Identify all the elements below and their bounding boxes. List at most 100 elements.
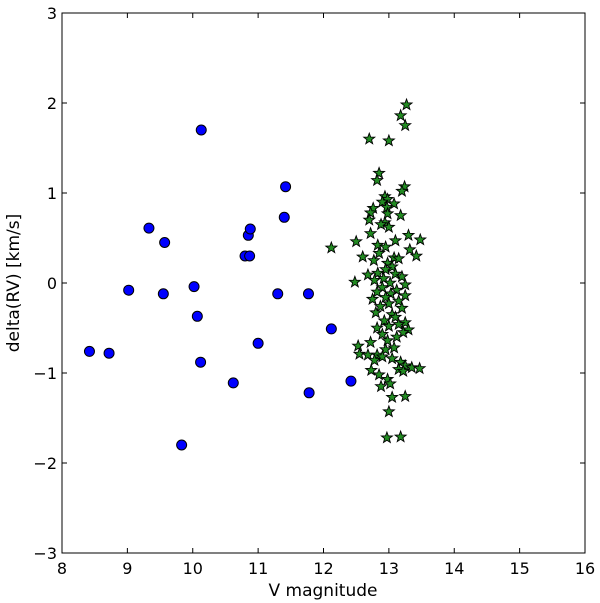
data-point-star: [372, 166, 386, 179]
data-point-star: [348, 274, 362, 288]
data-point-star: [401, 228, 416, 242]
data-point-star: [382, 319, 396, 332]
data-point-circle: [195, 356, 207, 368]
data-point-star: [362, 212, 377, 226]
data-point-star: [382, 133, 396, 147]
data-point-star: [378, 290, 393, 304]
data-point-star: [361, 267, 375, 281]
y-tick-label: 3: [47, 4, 57, 23]
y-tick-label: −3: [33, 544, 57, 563]
data-point-star: [351, 338, 365, 352]
data-point-circle: [302, 288, 314, 300]
data-point-star: [388, 233, 403, 247]
data-point-star: [391, 251, 406, 265]
data-point-star: [393, 108, 408, 122]
x-tick-label: 14: [444, 559, 464, 578]
y-tick-label: −2: [33, 454, 57, 473]
data-point-star: [401, 322, 416, 336]
data-point-star: [373, 299, 388, 313]
x-tick-label: 16: [575, 559, 595, 578]
data-point-circle: [191, 310, 203, 322]
data-point-star: [380, 430, 394, 444]
data-point-star: [375, 327, 390, 341]
data-point-star: [385, 351, 399, 365]
data-point-star: [393, 208, 408, 222]
x-tick-label: 8: [57, 559, 67, 578]
data-marks: [83, 97, 428, 451]
data-point-star: [382, 404, 396, 418]
plot-frame: [61, 12, 586, 554]
data-point-star: [409, 248, 424, 262]
data-point-star: [398, 277, 412, 291]
data-point-star: [367, 273, 382, 287]
data-point-circle: [244, 250, 256, 262]
data-point-star: [388, 310, 403, 323]
data-point-star: [370, 320, 384, 334]
data-point-star: [398, 358, 412, 372]
data-point-star: [369, 305, 383, 319]
data-point-star: [371, 265, 385, 279]
data-point-star: [382, 220, 396, 233]
data-point-circle: [280, 181, 292, 193]
data-point-star: [375, 194, 390, 208]
data-point-star: [382, 296, 396, 310]
data-point-star: [370, 173, 384, 187]
data-point-star: [389, 329, 404, 343]
data-point-star: [395, 184, 409, 197]
data-point-star: [371, 238, 385, 251]
data-point-star: [383, 275, 397, 289]
data-point-star: [362, 131, 377, 145]
data-point-star: [383, 376, 397, 390]
data-point-star: [395, 301, 409, 314]
data-point-star: [355, 249, 370, 263]
data-point-circle: [244, 223, 256, 235]
y-tick-label: 1: [47, 184, 57, 203]
data-point-star: [387, 340, 401, 354]
x-tick-label: 10: [183, 559, 203, 578]
data-point-circle: [176, 439, 188, 451]
data-point-star: [385, 259, 399, 273]
data-point-star: [396, 364, 411, 377]
data-point-star: [324, 240, 339, 254]
data-point-circle: [83, 345, 95, 357]
x-tick-label: 9: [122, 559, 132, 578]
y-tick-label: 0: [47, 274, 57, 293]
x-tick-label: 13: [379, 559, 399, 578]
x-tick-label: 11: [248, 559, 268, 578]
data-point-circle: [188, 281, 200, 293]
data-point-circle: [195, 124, 207, 136]
data-point-star: [363, 226, 378, 240]
data-point-star: [367, 353, 382, 367]
data-point-star: [393, 429, 408, 443]
data-point-circle: [325, 323, 337, 335]
data-point-star: [395, 269, 409, 283]
data-point-star: [365, 292, 380, 305]
y-tick-label: −1: [33, 364, 57, 383]
data-point-star: [374, 217, 388, 231]
data-point-star: [377, 313, 392, 327]
data-point-star: [385, 390, 399, 404]
data-point-circle: [278, 211, 290, 223]
data-point-circle: [303, 387, 315, 399]
data-point-star: [412, 361, 427, 375]
data-point-circle: [272, 288, 284, 300]
data-point-star: [367, 253, 381, 267]
data-point-star: [349, 234, 363, 248]
data-point-star: [363, 205, 378, 219]
y-axis-label: delta(RV) [km/s]: [4, 214, 24, 353]
data-point-star: [398, 315, 412, 329]
data-point-star: [370, 284, 384, 298]
x-tick-label: 15: [509, 559, 529, 578]
x-tick-label: 12: [313, 559, 333, 578]
data-point-circle: [345, 375, 357, 387]
data-point-circle: [143, 222, 155, 234]
data-point-circle: [123, 284, 135, 296]
data-point-star: [398, 118, 412, 132]
data-point-star: [404, 360, 419, 374]
data-point-star: [375, 349, 390, 363]
data-point-star: [378, 262, 393, 276]
data-point-star: [391, 317, 406, 331]
data-point-star: [372, 246, 386, 260]
